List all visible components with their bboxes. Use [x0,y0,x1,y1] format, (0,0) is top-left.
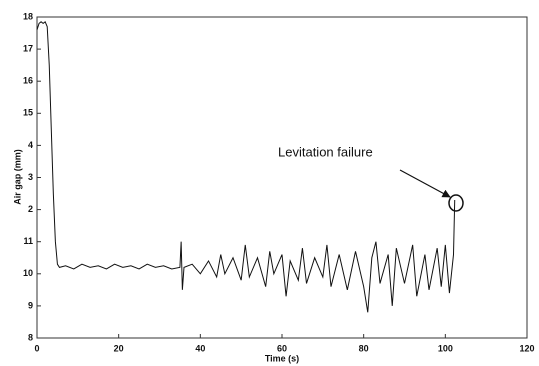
y-tick-label: 16 [23,76,33,86]
y-tick-label: 2 [28,204,33,214]
x-tick-label: 120 [519,343,534,353]
x-tick-label: 20 [114,343,124,353]
y-tick-label: 15 [23,108,33,118]
x-tick-label: 0 [34,343,39,353]
y-axis-label: Air gap (mm) [12,149,22,205]
y-tick-label: 4 [28,140,33,150]
x-tick-label: 80 [359,343,369,353]
data-line [36,21,456,313]
x-axis-label: Time (s) [265,353,299,363]
x-tick-label: 60 [277,343,287,353]
y-tick-label: 18 [23,11,33,21]
x-tick-label: 100 [438,343,453,353]
annotation-arrow [399,169,451,198]
y-tick-label: 9 [28,300,33,310]
y-tick-label: 10 [23,268,33,278]
annotation-circle [448,194,464,212]
y-tick-label: 17 [23,43,33,53]
y-tick-label: 8 [28,332,33,342]
y-tick-label: 3 [28,172,33,182]
annotation: Levitation failure [278,144,373,159]
plot-frame [36,16,528,339]
x-tick-label: 40 [195,343,205,353]
y-tick-label: 11 [23,236,33,246]
